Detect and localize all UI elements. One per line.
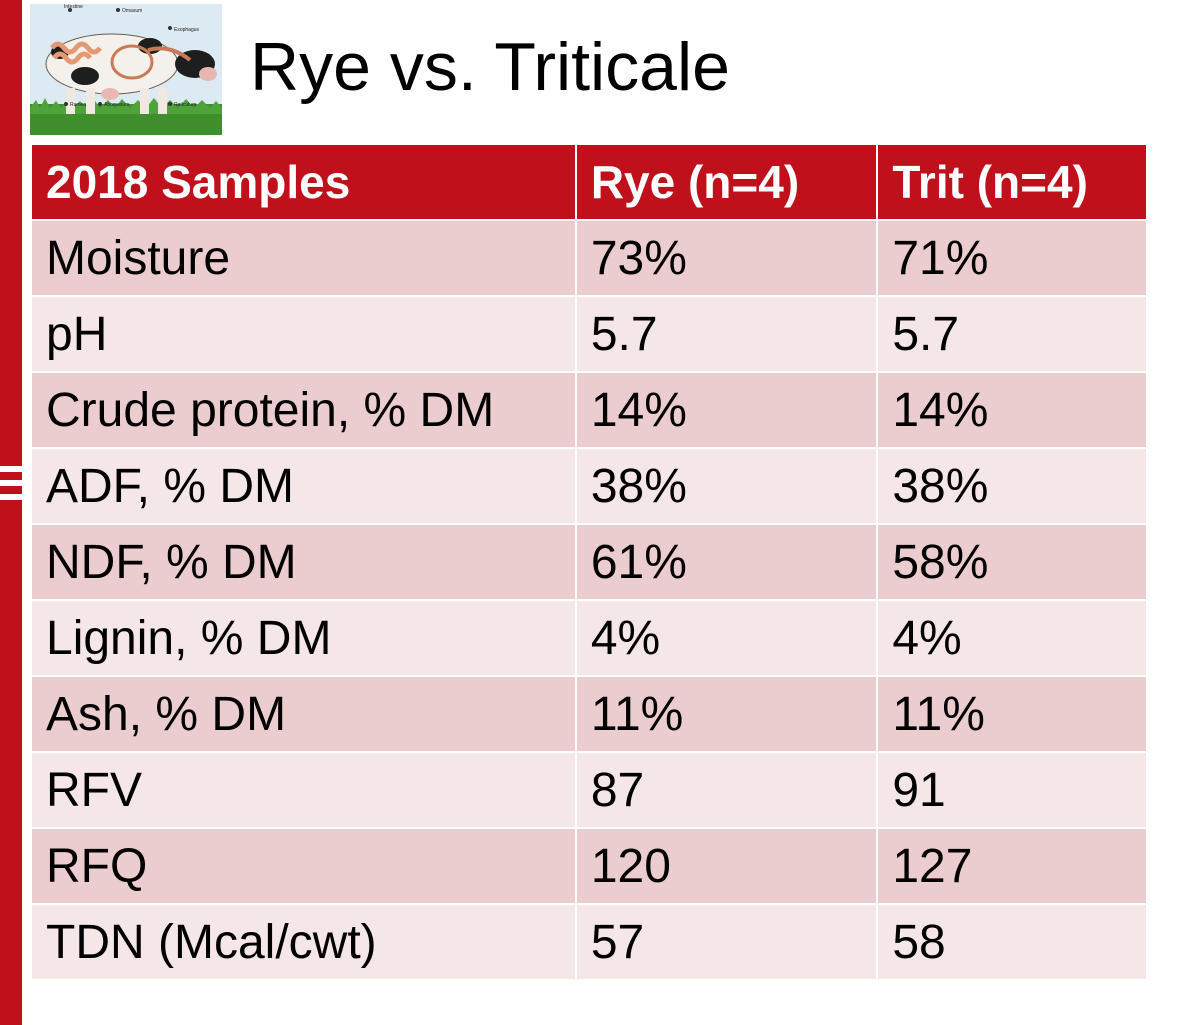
rye-value: 4%	[574, 599, 879, 677]
cow-icon: Intestine Omasum Esophagus Rumen Abomasu…	[30, 4, 222, 135]
rye-value: 120	[574, 827, 879, 905]
row-label: TDN (Mcal/cwt)	[30, 903, 577, 981]
header-samples: 2018 Samples	[30, 143, 577, 221]
comparison-table: 2018 Samples Rye (n=4) Trit (n=4) Moistu…	[30, 143, 1148, 981]
rye-value: 5.7	[574, 295, 879, 373]
trit-value: 58%	[876, 523, 1148, 601]
rye-value: 61%	[574, 523, 879, 601]
row-label: NDF, % DM	[30, 523, 577, 601]
trit-value: 38%	[876, 447, 1148, 525]
trit-value: 58	[876, 903, 1148, 981]
row-label: Lignin, % DM	[30, 599, 577, 677]
row-label: RFV	[30, 751, 577, 829]
row-label: Ash, % DM	[30, 675, 577, 753]
row-label: Moisture	[30, 219, 577, 297]
accent-bar	[0, 0, 22, 1025]
trit-value: 4%	[876, 599, 1148, 677]
label-esophagus: Esophagus	[174, 27, 200, 33]
bar-stripe	[0, 480, 22, 486]
table-row: RFV 87 91	[30, 751, 1148, 829]
bar-stripe	[0, 466, 22, 472]
label-intestine: Intestine	[64, 4, 83, 10]
table-row: Ash, % DM 11% 11%	[30, 675, 1148, 753]
table-header-row: 2018 Samples Rye (n=4) Trit (n=4)	[30, 143, 1148, 221]
row-label: Crude protein, % DM	[30, 371, 577, 449]
table-row: Moisture 73% 71%	[30, 219, 1148, 297]
label-omasum: Omasum	[122, 8, 142, 14]
trit-value: 71%	[876, 219, 1148, 297]
row-label: ADF, % DM	[30, 447, 577, 525]
table-row: pH 5.7 5.7	[30, 295, 1148, 373]
rye-value: 14%	[574, 371, 879, 449]
cow-digestive-system-illustration: Intestine Omasum Esophagus Rumen Abomasu…	[30, 4, 222, 135]
label-reticulum: Reticulum	[174, 102, 196, 108]
table-row: Lignin, % DM 4% 4%	[30, 599, 1148, 677]
rye-value: 73%	[574, 219, 879, 297]
rye-value: 57	[574, 903, 879, 981]
header-triticale: Trit (n=4)	[876, 143, 1148, 221]
header-rye: Rye (n=4)	[574, 143, 879, 221]
table-row: Crude protein, % DM 14% 14%	[30, 371, 1148, 449]
row-label: RFQ	[30, 827, 577, 905]
table-row: TDN (Mcal/cwt) 57 58	[30, 903, 1148, 981]
rye-value: 11%	[574, 675, 879, 753]
trit-value: 14%	[876, 371, 1148, 449]
slide-title: Rye vs. Triticale	[250, 29, 730, 105]
label-abomasum: Abomasum	[104, 102, 129, 108]
label-rumen: Rumen	[70, 102, 86, 108]
rye-value: 87	[574, 751, 879, 829]
table-row: ADF, % DM 38% 38%	[30, 447, 1148, 525]
trit-value: 5.7	[876, 295, 1148, 373]
table-row: NDF, % DM 61% 58%	[30, 523, 1148, 601]
trit-value: 127	[876, 827, 1148, 905]
trit-value: 91	[876, 751, 1148, 829]
trit-value: 11%	[876, 675, 1148, 753]
row-label: pH	[30, 295, 577, 373]
bar-stripe	[0, 494, 22, 500]
table-row: RFQ 120 127	[30, 827, 1148, 905]
rye-value: 38%	[574, 447, 879, 525]
